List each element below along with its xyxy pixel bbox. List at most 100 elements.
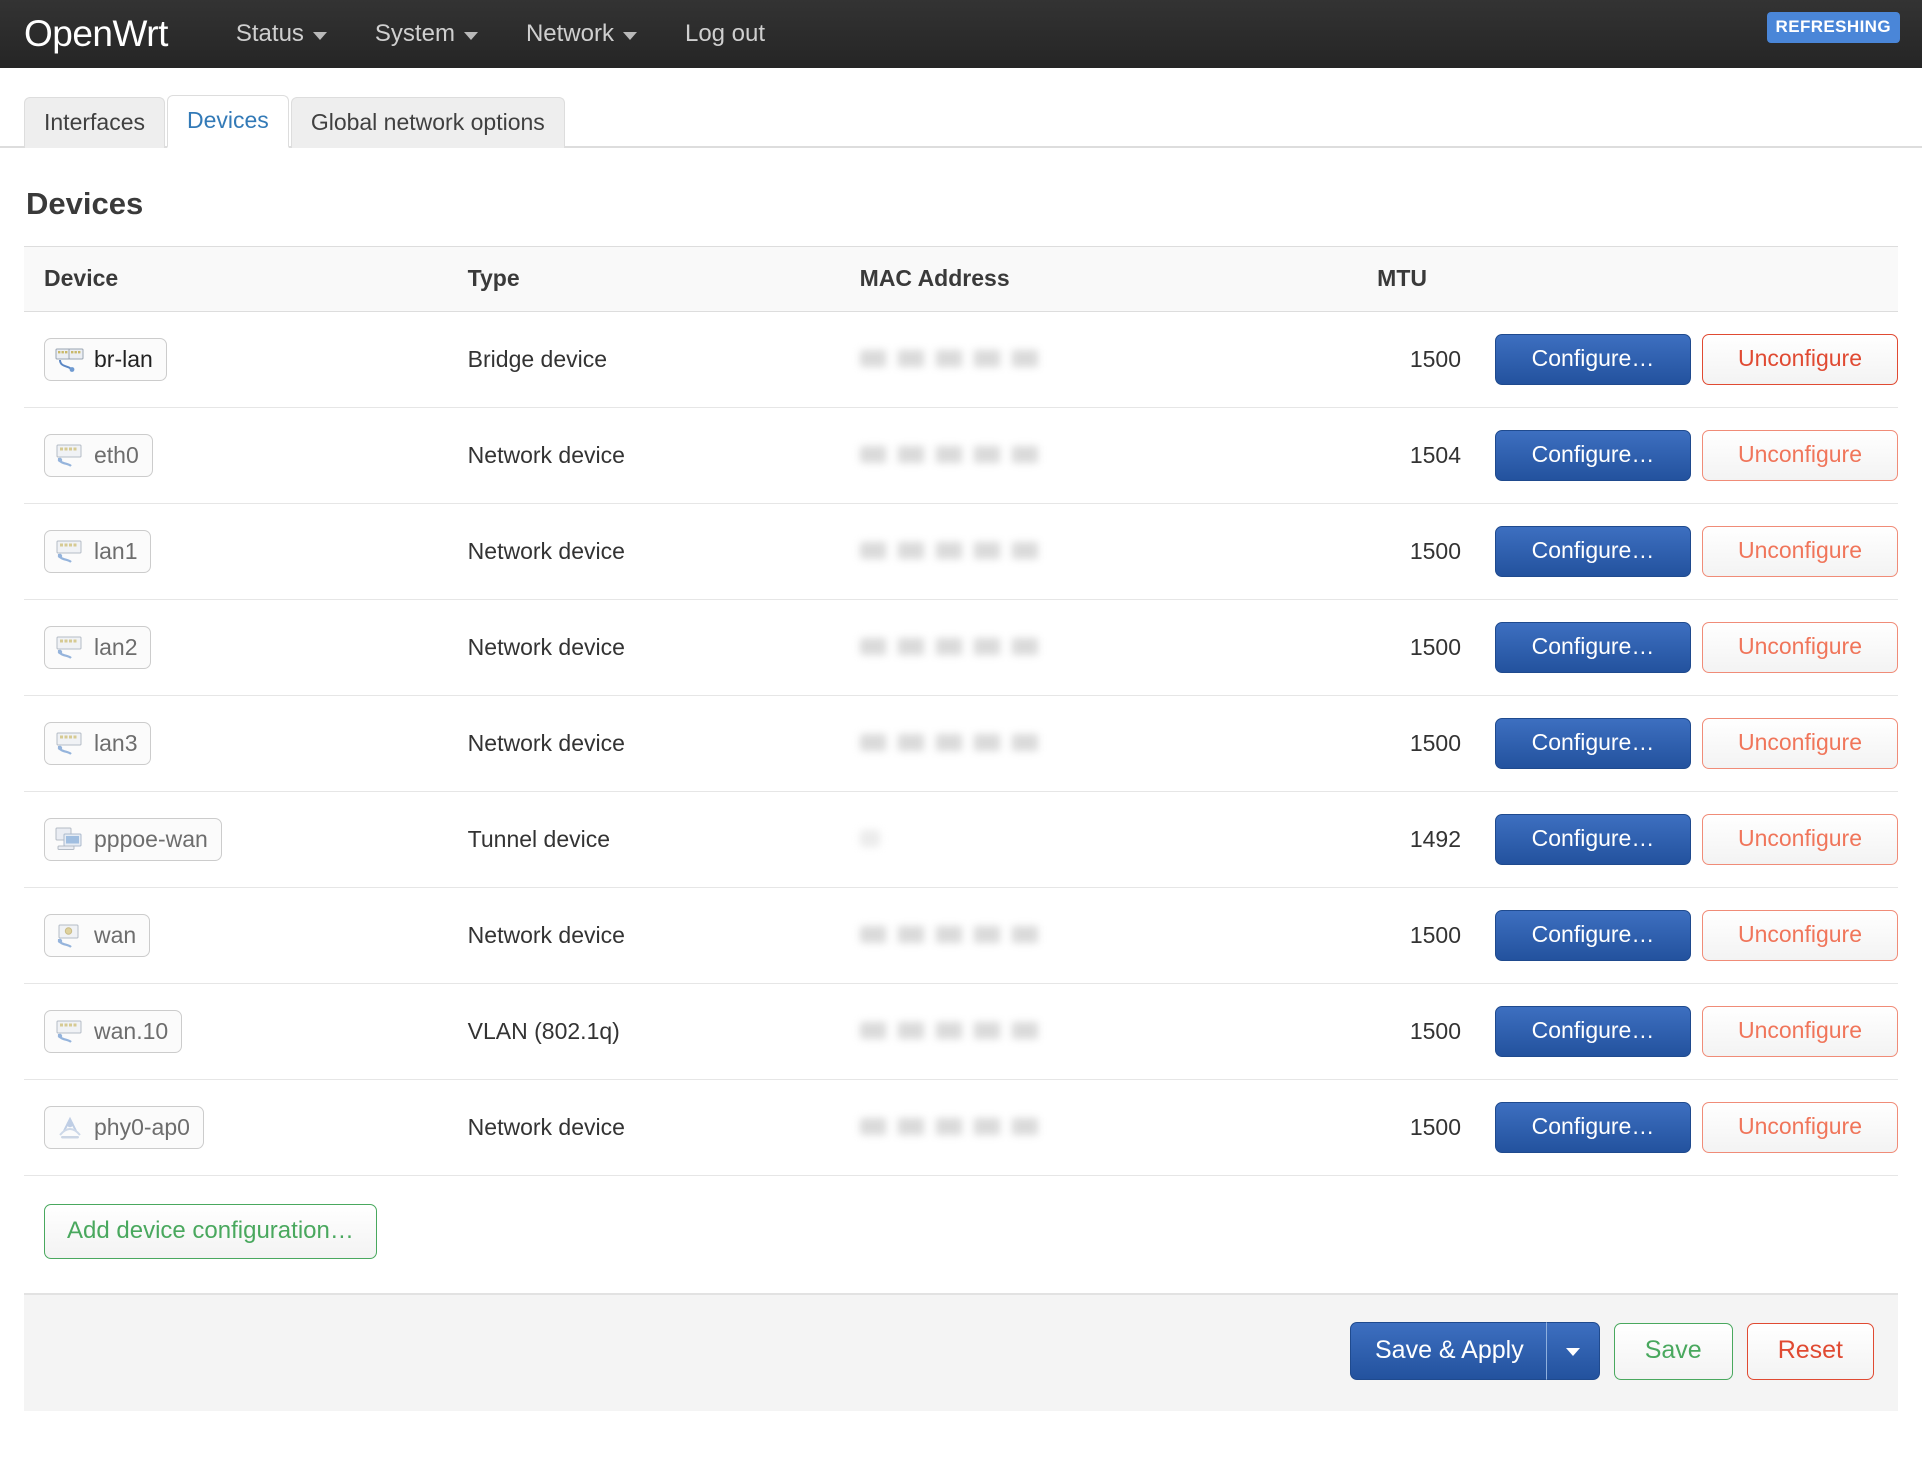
- row-action-group: Configure… Unconfigure: [1481, 430, 1898, 481]
- unconfigure-button[interactable]: Unconfigure: [1702, 814, 1898, 865]
- unconfigure-button[interactable]: Unconfigure: [1702, 334, 1898, 385]
- unconfigure-button[interactable]: Unconfigure: [1702, 430, 1898, 481]
- nav-item-network[interactable]: Network: [502, 14, 661, 54]
- cell-mac-address: [839, 503, 1235, 600]
- network-device-icon: [55, 923, 85, 949]
- ethernet-device-icon: [55, 443, 85, 469]
- devices-table: Device Type MAC Address MTU br-lan Bridge…: [24, 246, 1898, 1176]
- device-badge-lan2[interactable]: lan2: [44, 626, 152, 669]
- cell-mtu: 1500: [1234, 599, 1461, 696]
- unconfigure-button[interactable]: Unconfigure: [1702, 1006, 1898, 1057]
- unconfigure-button[interactable]: Unconfigure: [1702, 622, 1898, 673]
- unconfigure-button[interactable]: Unconfigure: [1702, 910, 1898, 961]
- redacted-mac-address: [859, 350, 1048, 367]
- redacted-mac-address: [859, 830, 880, 847]
- device-badge-wan[interactable]: wan: [44, 914, 151, 957]
- nav-item-status[interactable]: Status: [212, 14, 351, 54]
- bridge-device-icon: [55, 347, 85, 373]
- row-action-group: Configure… Unconfigure: [1481, 910, 1898, 961]
- unconfigure-button[interactable]: Unconfigure: [1702, 1102, 1898, 1153]
- device-badge-lan1[interactable]: lan1: [44, 530, 152, 573]
- save-apply-split-button: Save & Apply: [1349, 1322, 1600, 1381]
- cell-actions: Configure… Unconfigure: [1461, 503, 1898, 600]
- table-row: wan Network device 1500 Configure… Unconfigu…: [24, 887, 1898, 984]
- column-header-mac: MAC Address: [839, 246, 1235, 312]
- configure-button[interactable]: Configure…: [1495, 334, 1691, 385]
- save-apply-dropdown-toggle[interactable]: [1545, 1322, 1600, 1381]
- table-row: phy0-ap0 Network device 1500 Configure… Unco…: [24, 1079, 1898, 1176]
- cell-type: Bridge device: [447, 311, 840, 408]
- reset-button[interactable]: Reset: [1746, 1323, 1874, 1380]
- devices-table-body: br-lan Bridge device 1500 Configure… Unconfi…: [24, 311, 1898, 1176]
- device-name-label: br-lan: [94, 346, 153, 372]
- save-apply-button[interactable]: Save & Apply: [1349, 1322, 1546, 1381]
- cell-mtu: 1500: [1234, 1079, 1461, 1176]
- redacted-mac-address: [859, 1022, 1048, 1039]
- tunnel-device-icon: [55, 827, 85, 853]
- redacted-mac-address: [859, 542, 1048, 559]
- chevron-down-icon: [463, 32, 478, 40]
- cell-mtu: 1500: [1234, 311, 1461, 408]
- device-name-label: lan3: [94, 730, 138, 756]
- tab-global-network-options[interactable]: Global network options: [290, 97, 565, 148]
- vlan-device-icon: [55, 1019, 85, 1045]
- cell-mtu: 1500: [1234, 503, 1461, 600]
- cell-device: wan: [24, 887, 448, 984]
- device-badge-eth0[interactable]: eth0: [44, 434, 153, 477]
- cell-mac-address: [839, 791, 1235, 888]
- device-name-label: eth0: [94, 442, 139, 468]
- wireless-device-icon: [55, 1115, 85, 1141]
- unconfigure-button[interactable]: Unconfigure: [1702, 526, 1898, 577]
- configure-button[interactable]: Configure…: [1495, 718, 1691, 769]
- tab-bar: Interfaces Devices Global network option…: [0, 68, 1922, 148]
- configure-button[interactable]: Configure…: [1495, 1006, 1691, 1057]
- cell-mtu: 1492: [1234, 791, 1461, 888]
- row-action-group: Configure… Unconfigure: [1481, 526, 1898, 577]
- status-badge[interactable]: REFRESHING: [1766, 12, 1900, 43]
- ethernet-device-icon: [55, 539, 85, 565]
- configure-button[interactable]: Configure…: [1495, 1102, 1691, 1153]
- cell-actions: Configure… Unconfigure: [1461, 983, 1898, 1080]
- cell-mac-address: [839, 407, 1235, 504]
- nav-item-logout[interactable]: Log out: [661, 14, 789, 54]
- cell-type: Tunnel device: [447, 791, 840, 888]
- cell-mac-address: [839, 1079, 1235, 1176]
- top-navbar: OpenWrt Status System Network Log out RE…: [0, 0, 1922, 68]
- device-badge-br-lan[interactable]: br-lan: [44, 338, 167, 381]
- cell-mac-address: [839, 599, 1235, 696]
- configure-button[interactable]: Configure…: [1495, 622, 1691, 673]
- ethernet-device-icon: [55, 635, 85, 661]
- cell-mtu: 1504: [1234, 407, 1461, 504]
- table-row: wan.10 VLAN (802.1q) 1500 Configure… Unconfi…: [24, 983, 1898, 1080]
- tab-interfaces[interactable]: Interfaces: [24, 97, 165, 148]
- cell-mac-address: [839, 887, 1235, 984]
- save-button[interactable]: Save: [1613, 1323, 1733, 1380]
- redacted-mac-address: [859, 446, 1048, 463]
- tab-devices[interactable]: Devices: [167, 95, 289, 148]
- nav-label-system: System: [374, 20, 455, 47]
- column-header-mtu: MTU: [1234, 246, 1461, 312]
- cell-type: Network device: [447, 1079, 840, 1176]
- nav-item-system[interactable]: System: [351, 14, 502, 54]
- device-name-label: lan1: [94, 538, 138, 564]
- cell-actions: Configure… Unconfigure: [1461, 887, 1898, 984]
- add-device-configuration-button[interactable]: Add device configuration…: [44, 1204, 377, 1260]
- table-row: br-lan Bridge device 1500 Configure… Unconfi…: [24, 311, 1898, 408]
- cell-actions: Configure… Unconfigure: [1461, 695, 1898, 792]
- cell-type: Network device: [447, 503, 840, 600]
- configure-button[interactable]: Configure…: [1495, 910, 1691, 961]
- device-badge-pppoe-wan[interactable]: pppoe-wan: [44, 818, 222, 861]
- device-badge-lan3[interactable]: lan3: [44, 722, 152, 765]
- column-header-actions: [1461, 246, 1898, 312]
- device-badge-wan.10[interactable]: wan.10: [44, 1010, 183, 1053]
- configure-button[interactable]: Configure…: [1495, 430, 1691, 481]
- cell-actions: Configure… Unconfigure: [1461, 311, 1898, 408]
- device-badge-phy0-ap0[interactable]: phy0-ap0: [44, 1106, 204, 1149]
- cell-mac-address: [839, 695, 1235, 792]
- configure-button[interactable]: Configure…: [1495, 526, 1691, 577]
- openwrt-logo[interactable]: OpenWrt: [24, 13, 168, 54]
- unconfigure-button[interactable]: Unconfigure: [1702, 718, 1898, 769]
- device-name-label: wan: [94, 922, 137, 948]
- configure-button[interactable]: Configure…: [1495, 814, 1691, 865]
- device-name-label: wan.10: [94, 1018, 169, 1044]
